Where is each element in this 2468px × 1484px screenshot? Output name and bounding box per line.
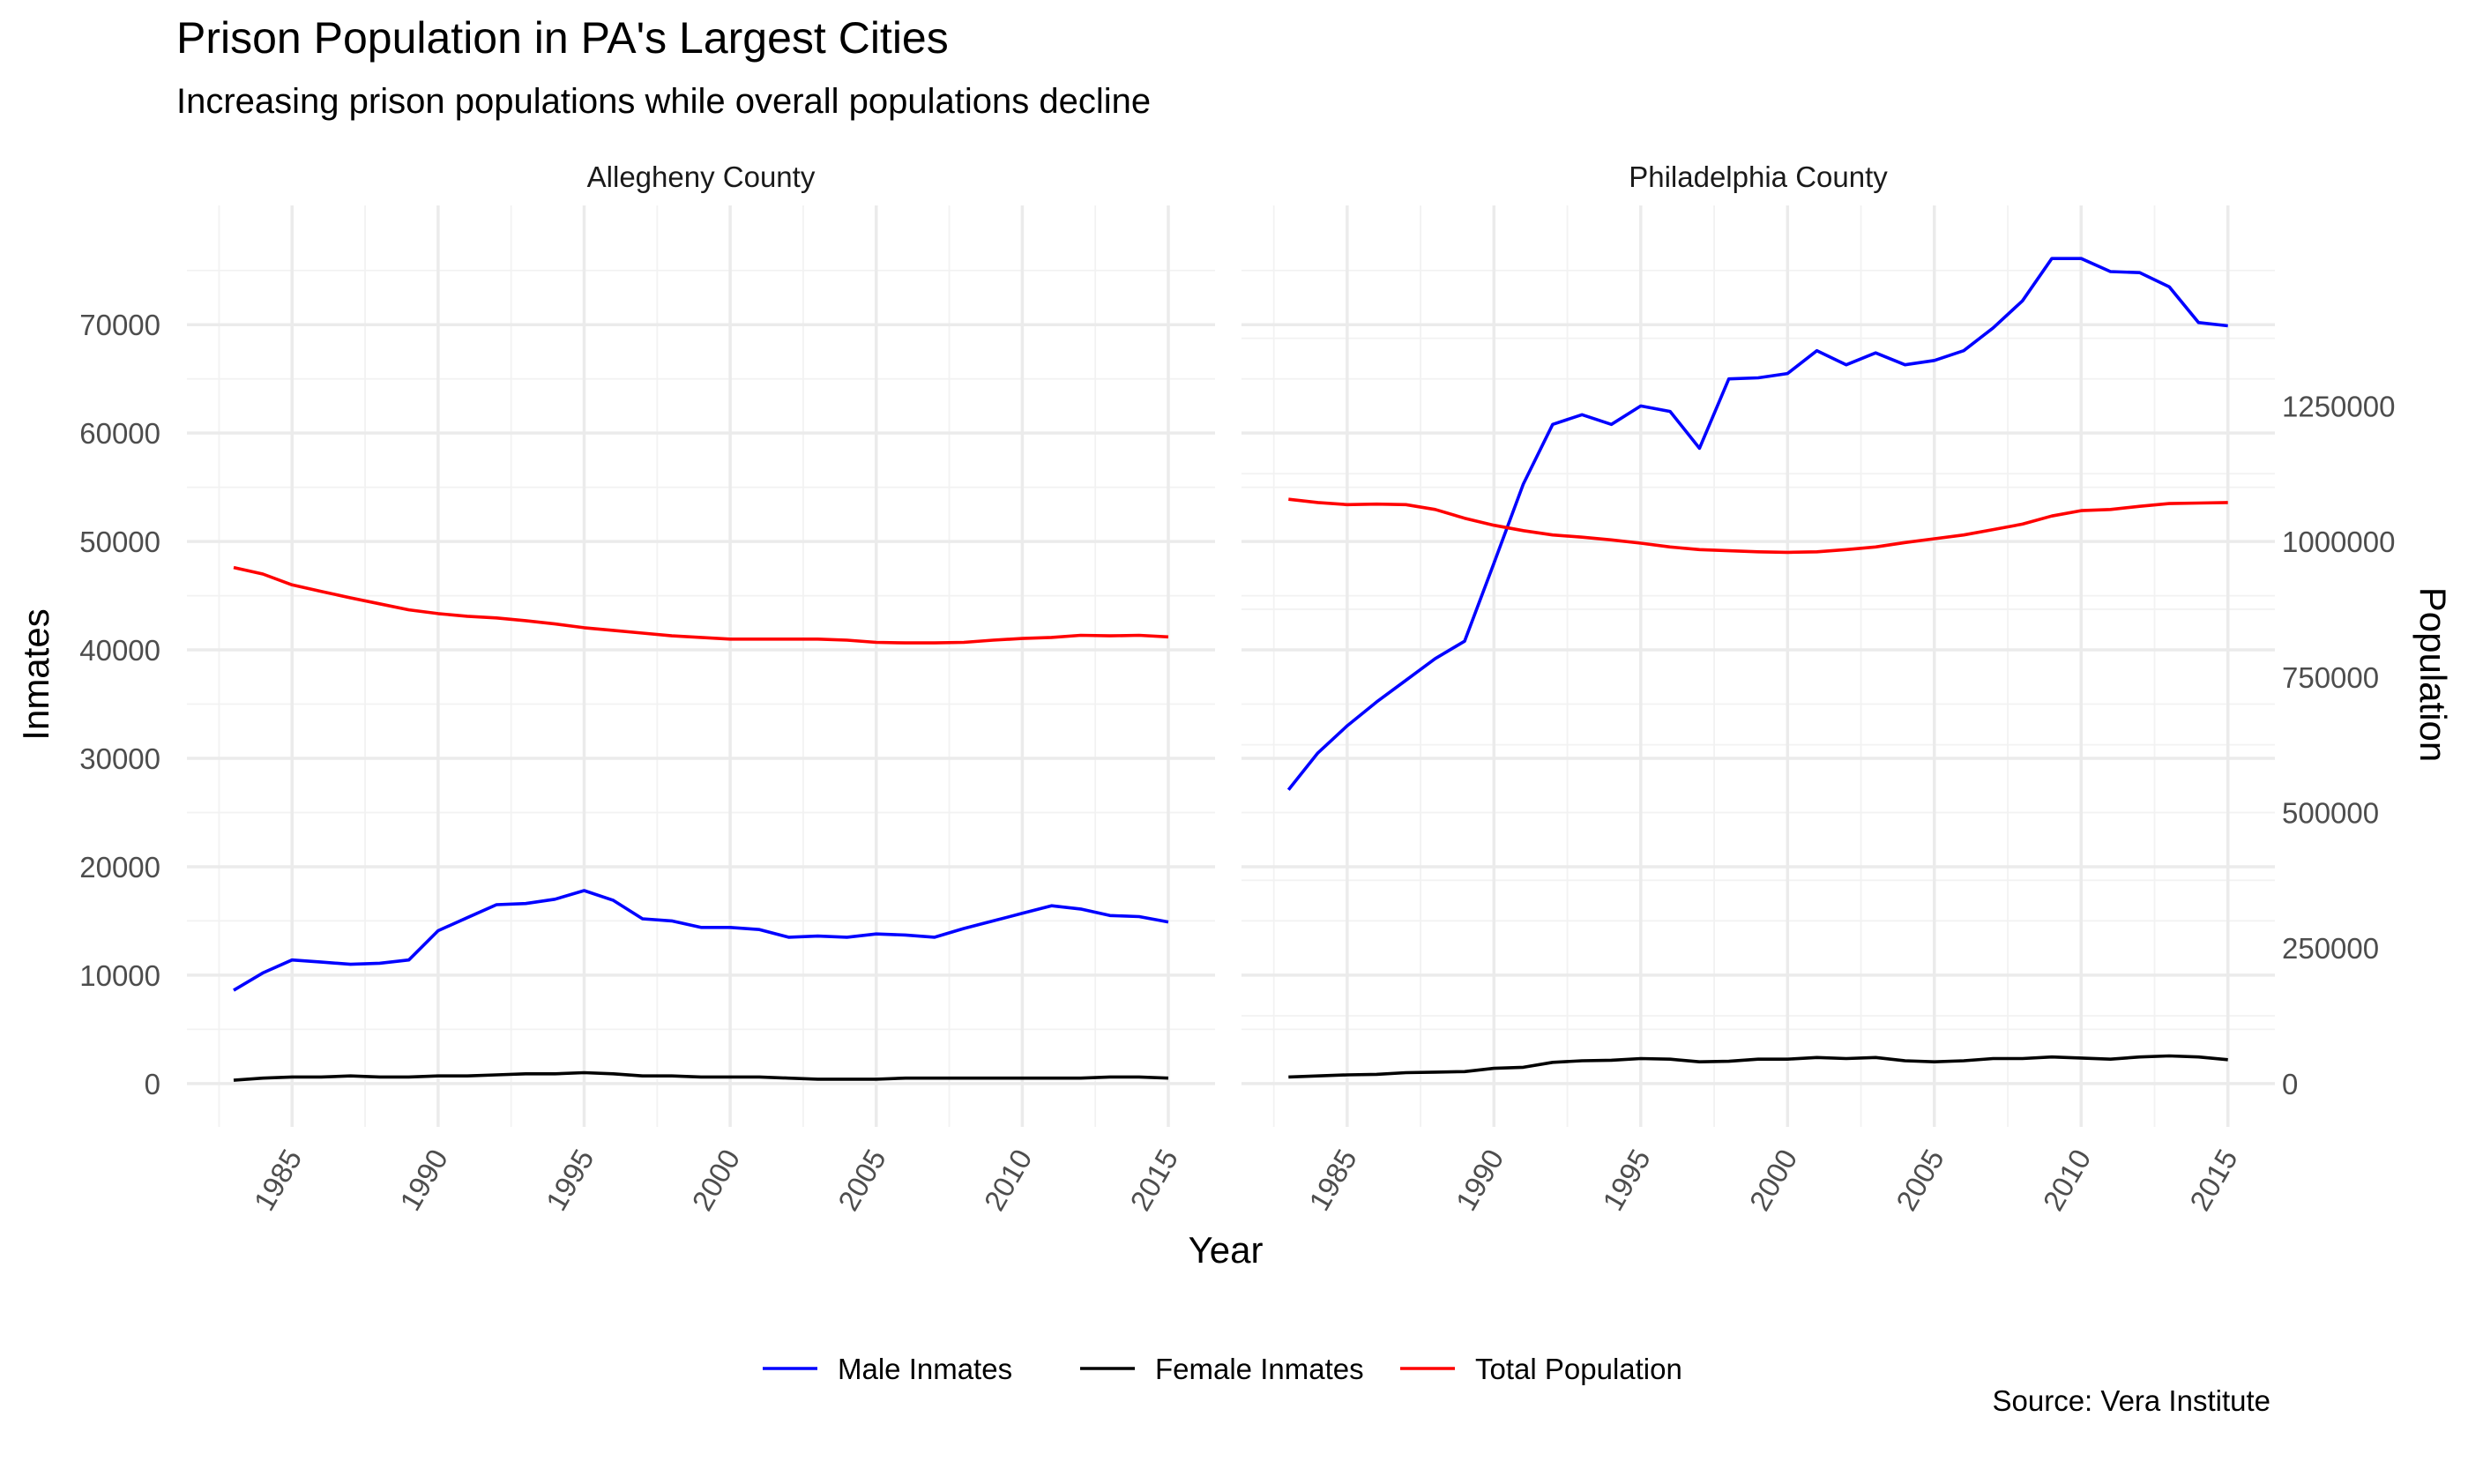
x-tick-label: 1985 <box>1302 1144 1363 1216</box>
chart-subtitle: Increasing prison populations while over… <box>176 82 1151 121</box>
x-tick-label: 2010 <box>978 1144 1039 1216</box>
y-tick-label-right: 500000 <box>2282 796 2379 829</box>
legend-label: Total Population <box>1475 1353 1682 1385</box>
x-tick-label: 2000 <box>1743 1144 1804 1216</box>
x-tick-label: 1985 <box>248 1144 309 1216</box>
x-tick-label: 2015 <box>2183 1144 2244 1216</box>
series-line-total-population <box>233 565 1169 645</box>
panel-allegheny-county: Allegheny County 1985 1990 1995 2000 2005 2010… <box>187 160 1215 1216</box>
x-tick-label: 2005 <box>831 1144 892 1216</box>
y-tick-label-left: 50000 <box>79 526 160 558</box>
y-axis-title-left: Inmates <box>15 608 56 740</box>
x-tick-label: 1995 <box>540 1144 600 1216</box>
series-line-female-inmates <box>233 1070 1169 1082</box>
x-tick-label: 2015 <box>1123 1144 1184 1216</box>
y-tick-label-left: 10000 <box>79 959 160 992</box>
legend-label: Male Inmates <box>838 1353 1012 1385</box>
y-tick-label-left: 30000 <box>79 742 160 775</box>
series-line-female-inmates <box>1288 1054 2228 1079</box>
x-tick-label: 1990 <box>393 1144 454 1216</box>
y-tick-label-right: 1250000 <box>2282 390 2395 422</box>
panels: Allegheny County 1985 1990 1995 2000 2005 2010… <box>79 160 2395 1216</box>
legend: Male Inmates Female Inmates Total Populati… <box>763 1353 1682 1385</box>
legend-item-male-inmates: Male Inmates <box>763 1353 1012 1385</box>
series-line-male-inmates <box>233 889 1169 992</box>
x-tick-label: 2000 <box>685 1144 746 1216</box>
legend-item-total-population: Total Population <box>1400 1353 1682 1385</box>
y-tick-label-right: 1000000 <box>2282 526 2395 558</box>
y-axis-left: 0 10000 20000 30000 40000 50000 60000 70000 <box>79 309 160 1100</box>
facet-strip-label: Allegheny County <box>587 160 816 193</box>
series-line-male-inmates <box>1286 257 2228 791</box>
legend-item-female-inmates: Female Inmates <box>1080 1353 1364 1385</box>
legend-label: Female Inmates <box>1155 1353 1364 1385</box>
x-tick-label: 1990 <box>1450 1144 1510 1216</box>
y-tick-label-right: 250000 <box>2282 932 2379 965</box>
x-tick-label: 2010 <box>2037 1144 2098 1216</box>
y-axis-title-right: Population <box>2412 587 2454 763</box>
y-tick-label-left: 20000 <box>79 851 160 884</box>
y-tick-label-left: 70000 <box>79 309 160 341</box>
panel-philadelphia-county: Philadelphia County 1985 1990 1995 2000 2005 2… <box>1241 160 2275 1216</box>
caption: Source: Vera Institute <box>1992 1384 2270 1417</box>
facet-strip-label: Philadelphia County <box>1629 160 1888 193</box>
y-tick-label-right: 0 <box>2282 1068 2298 1100</box>
series-line-total-population <box>1288 497 2228 555</box>
y-tick-label-right: 750000 <box>2282 661 2379 694</box>
y-tick-label-left: 40000 <box>79 634 160 667</box>
y-axis-right: 0 250000 500000 750000 1000000 1250000 <box>2282 390 2395 1100</box>
x-tick-label: 1995 <box>1596 1144 1657 1216</box>
y-tick-label-left: 0 <box>145 1068 160 1100</box>
x-axis-title: Year <box>1189 1229 1264 1271</box>
chart-title: Prison Population in PA's Largest Cities <box>176 13 949 63</box>
x-tick-label: 2005 <box>1890 1144 1950 1216</box>
y-tick-label-left: 60000 <box>79 417 160 450</box>
